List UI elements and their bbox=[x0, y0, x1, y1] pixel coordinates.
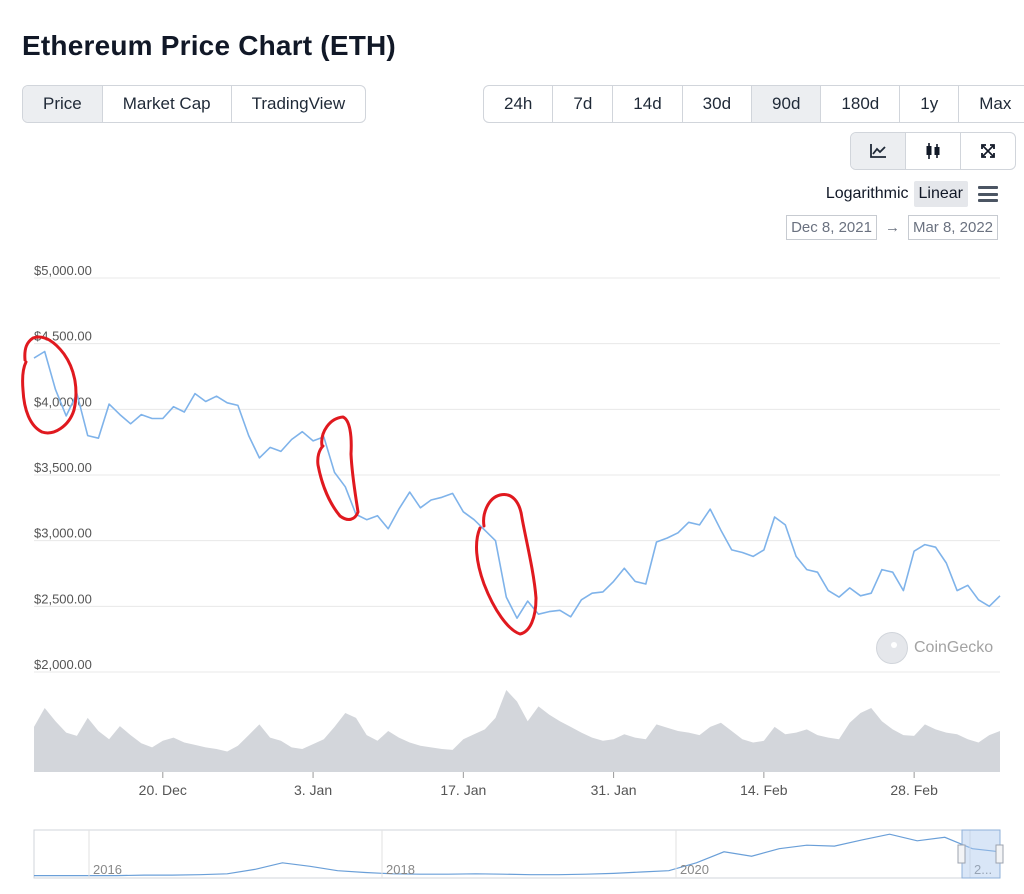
navigator-label: 2018 bbox=[386, 862, 415, 877]
x-tick-label: 17. Jan bbox=[440, 782, 486, 798]
navigator-frame bbox=[33, 829, 1001, 879]
red-circle-annotation bbox=[475, 492, 538, 636]
range-navigator[interactable]: 2016 2018 2020 2... bbox=[33, 829, 1004, 879]
navigator-label: 2... bbox=[974, 862, 992, 877]
candlestick-button[interactable] bbox=[906, 133, 961, 169]
coingecko-watermark: CoinGecko bbox=[876, 632, 993, 664]
x-axis-labels: 20. Dec 3. Jan 17. Jan 31. Jan 14. Feb 28. Fe… bbox=[139, 772, 938, 798]
volume-area bbox=[34, 690, 1000, 772]
x-tick-label: 28. Feb bbox=[890, 782, 938, 798]
candlestick-icon bbox=[926, 143, 940, 159]
y-axis-labels: $5,000.00$4,500.00$4,000.00$3,500.00$3,0… bbox=[34, 263, 92, 672]
tab-price[interactable]: Price bbox=[23, 86, 103, 122]
x-tick-label: 14. Feb bbox=[740, 782, 788, 798]
price-chart[interactable]: $5,000.00$4,500.00$4,000.00$3,500.00$3,0… bbox=[0, 250, 1024, 894]
range-180d-button[interactable]: 180d bbox=[821, 86, 901, 122]
red-circle-annotation bbox=[316, 415, 360, 521]
x-tick-label: 3. Jan bbox=[294, 782, 332, 798]
navigator-label: 2020 bbox=[680, 862, 709, 877]
fullscreen-button[interactable] bbox=[961, 133, 1015, 169]
y-tick-label: $3,500.00 bbox=[34, 460, 92, 475]
line-chart-button[interactable] bbox=[851, 133, 906, 169]
fullscreen-icon bbox=[981, 144, 995, 158]
logarithmic-scale-option[interactable]: Logarithmic bbox=[825, 185, 909, 202]
navigator-left-handle bbox=[957, 844, 966, 864]
navigator-line bbox=[34, 833, 1001, 877]
x-tick-label: 31. Jan bbox=[591, 782, 637, 798]
scale-selector: Logarithmic Linear bbox=[821, 181, 998, 207]
navigator-right-handle bbox=[995, 844, 1004, 864]
range-max-button[interactable]: Max bbox=[979, 94, 1012, 113]
navigator-selection bbox=[961, 829, 1001, 879]
range-30d-button[interactable]: 30d bbox=[683, 86, 753, 122]
y-tick-label: $5,000.00 bbox=[34, 263, 92, 278]
date-to-input[interactable]: Mar 8, 2022 bbox=[907, 215, 998, 240]
tab-tradingview[interactable]: TradingView bbox=[251, 94, 346, 113]
price-series bbox=[33, 350, 1001, 619]
navigator-label: 2016 bbox=[93, 862, 122, 877]
y-tick-label: $3,000.00 bbox=[34, 526, 92, 541]
gridlines bbox=[34, 277, 1000, 673]
date-range: Dec 8, 2021 → Mar 8, 2022 bbox=[786, 215, 998, 240]
line-chart-icon bbox=[870, 144, 886, 158]
page-title: Ethereum Price Chart (ETH) bbox=[22, 30, 396, 61]
price-line bbox=[33, 350, 1001, 619]
red-circle-annotation bbox=[21, 335, 78, 435]
hamburger-menu-icon[interactable] bbox=[978, 186, 998, 202]
chart-view-tools bbox=[850, 132, 1016, 170]
linear-scale-option[interactable]: Linear bbox=[913, 181, 968, 207]
watermark-text: CoinGecko bbox=[914, 639, 994, 656]
y-tick-label: $2,500.00 bbox=[34, 591, 92, 606]
chart-type-tabs: Price Market Cap TradingView bbox=[22, 85, 367, 123]
range-1y-button[interactable]: 1y bbox=[900, 86, 960, 122]
range-90d-button[interactable]: 90d bbox=[752, 86, 822, 122]
time-range-tabs: 24h 7d 14d 30d 90d 180d 1y Max bbox=[483, 85, 1024, 123]
volume-area-shape bbox=[34, 690, 1000, 772]
x-tick-label: 20. Dec bbox=[139, 782, 187, 798]
range-24h-button[interactable]: 24h bbox=[484, 86, 554, 122]
y-tick-label: $2,000.00 bbox=[34, 657, 92, 672]
range-14d-button[interactable]: 14d bbox=[613, 86, 683, 122]
date-from-input[interactable]: Dec 8, 2021 bbox=[786, 215, 877, 240]
range-7d-button[interactable]: 7d bbox=[553, 86, 614, 122]
tab-market-cap[interactable]: Market Cap bbox=[103, 86, 232, 122]
coingecko-logo-icon bbox=[876, 632, 908, 664]
red-annotations bbox=[21, 335, 538, 636]
arrow-right-icon: → bbox=[884, 219, 900, 236]
